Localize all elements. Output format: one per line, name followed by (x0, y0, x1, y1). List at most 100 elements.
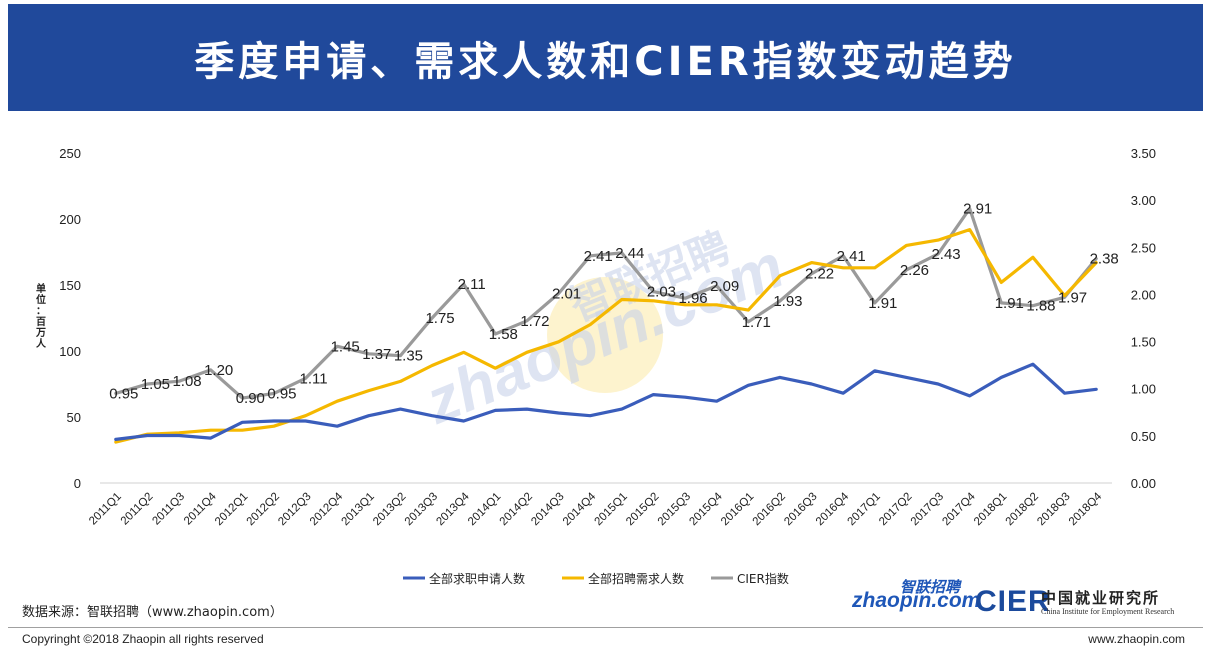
cier-data-label: 2.91 (963, 201, 992, 218)
x-tick-label: 2016Q2 (751, 491, 788, 528)
x-tick-label: 2012Q1 (213, 491, 250, 528)
data-source-note: 数据来源：智联招聘（www.zhaopin.com） (22, 605, 283, 620)
chart-series (114, 207, 1098, 444)
x-tick-label: 2017Q4 (940, 490, 978, 528)
y-left-tick-label: 100 (59, 344, 81, 359)
series-demand-line (114, 228, 1098, 444)
cier-data-label: 1.71 (742, 314, 771, 331)
cier-data-label: 1.08 (172, 373, 201, 390)
cier-logo-en: China Institute for Employment Research (1041, 607, 1175, 616)
x-tick-label: 2017Q1 (846, 491, 883, 528)
cier-data-label: 1.97 (1058, 289, 1087, 306)
cier-data-label: 0.90 (236, 390, 265, 407)
y-axis-label-char: 万 (35, 327, 46, 339)
cier-data-label: 2.38 (1090, 251, 1119, 268)
x-tick-label: 2018Q4 (1067, 490, 1105, 528)
x-tick-label: 2016Q3 (782, 491, 819, 528)
legend-label-applicants: 全部求职申请人数 (429, 571, 525, 586)
x-tick-label: 2011Q2 (119, 491, 156, 528)
cier-data-label: 1.11 (300, 370, 328, 387)
y-left-tick-label: 50 (67, 410, 81, 425)
cier-data-label: 1.37 (362, 346, 391, 363)
watermark-circle (547, 277, 663, 393)
y-left-tick-label: 150 (59, 278, 81, 293)
cier-data-label: 2.09 (710, 278, 739, 295)
cier-data-label: 1.58 (489, 326, 518, 343)
x-tick-label: 2012Q4 (308, 490, 346, 528)
y-right-tick-label: 2.00 (1131, 287, 1156, 302)
y-right-tick-label: 1.00 (1131, 382, 1156, 397)
legend-label-demand: 全部招聘需求人数 (588, 571, 684, 586)
y-right-tick-label: 0.00 (1131, 476, 1156, 491)
cier-data-label: 1.96 (678, 290, 707, 307)
cier-data-label: 1.05 (141, 376, 170, 393)
x-tick-label: 2012Q3 (276, 491, 313, 528)
x-tick-label: 2014Q3 (529, 491, 566, 528)
x-tick-label: 2015Q3 (656, 491, 693, 528)
cier-data-label: 2.44 (615, 245, 644, 262)
x-tick-label: 2014Q2 (498, 491, 535, 528)
cier-data-label: 2.26 (900, 262, 929, 279)
cier-data-label: 1.88 (1026, 298, 1055, 315)
y-right-tick-label: 3.00 (1131, 193, 1156, 208)
x-tick-label: 2016Q1 (719, 491, 756, 528)
x-tick-label: 2017Q3 (909, 491, 946, 528)
zhaopin-logo-cn: 智联招聘 (900, 578, 961, 596)
series-applicants-line (114, 362, 1098, 441)
x-tick-label: 2013Q2 (371, 491, 408, 528)
cier-data-label: 2.43 (931, 246, 960, 263)
x-tick-label: 2013Q3 (403, 491, 440, 528)
x-tick-label: 2011Q3 (150, 491, 187, 528)
cier-data-label: 1.91 (868, 295, 897, 312)
cier-data-label: 2.41 (584, 248, 613, 265)
y-axis-label-char: 百 (36, 316, 46, 328)
x-tick-label: 2015Q1 (593, 491, 630, 528)
x-tick-label: 2018Q2 (1004, 491, 1041, 528)
chart-data-labels: 0.951.05 1.081.200.90 0.951.111.45 1.37 1.35… (109, 201, 1119, 408)
chart-legend: 全部求职申请人数 全部招聘需求人数 CIER指数 (403, 571, 789, 586)
cier-data-label: 1.45 (331, 338, 360, 355)
cier-logo-text: CIER (975, 585, 1051, 618)
cier-data-label: 1.20 (204, 362, 233, 379)
cier-data-label: 2.01 (552, 285, 581, 302)
footer-divider (8, 627, 1203, 628)
y-left-tick-label: 200 (59, 212, 81, 227)
x-tick-label: 2011Q1 (87, 491, 124, 528)
x-tick-label: 2011Q4 (182, 490, 219, 527)
y-axis-label-char: ： (36, 306, 46, 317)
y-axis-label-char: 位 (36, 293, 46, 306)
x-tick-label: 2013Q1 (340, 491, 377, 528)
cier-data-label: 2.22 (805, 266, 834, 283)
cier-data-label: 0.95 (109, 385, 138, 402)
x-tick-label: 2017Q2 (877, 491, 914, 528)
y-axis-label-char: 人 (36, 337, 47, 350)
series-cier-line (114, 207, 1098, 400)
cier-logo: CIER 中国就业研究所 China Institute for Employm… (975, 585, 1190, 623)
website-link[interactable]: www.zhaopin.com (1088, 632, 1185, 646)
cier-data-label: 1.35 (394, 348, 423, 365)
cier-data-label: 2.41 (837, 248, 866, 265)
y-left-tick-label: 250 (59, 146, 81, 161)
cier-logo-cn: 中国就业研究所 (1041, 589, 1161, 607)
legend-label-cier: CIER指数 (737, 571, 789, 586)
cier-data-label: 0.95 (267, 385, 296, 402)
x-tick-label: 2018Q1 (972, 491, 1009, 528)
x-tick-label: 2014Q4 (561, 490, 599, 528)
x-tick-label: 2014Q1 (466, 491, 503, 528)
cier-data-label: 2.11 (458, 276, 486, 293)
x-tick-label: 2015Q4 (687, 490, 725, 528)
y-left-tick-label: 0 (74, 476, 81, 491)
x-tick-label: 2015Q2 (624, 491, 661, 528)
y-right-tick-label: 1.50 (1131, 335, 1156, 350)
y-axis-label-char: 单 (36, 282, 46, 295)
x-tick-label: 2016Q4 (814, 490, 852, 528)
y-right-tick-label: 3.50 (1131, 146, 1156, 161)
copyright-text: Copyringht ©2018 Zhaopin all rights rese… (22, 632, 264, 646)
y-right-tick-label: 2.50 (1131, 240, 1156, 255)
cier-data-label: 2.03 (647, 284, 676, 301)
cier-data-label: 1.72 (520, 313, 549, 330)
cier-data-label: 1.93 (773, 293, 802, 310)
x-tick-label: 2013Q4 (434, 490, 472, 528)
chart-title: 季度申请、需求人数和CIER指数变动趋势 (194, 38, 1017, 85)
